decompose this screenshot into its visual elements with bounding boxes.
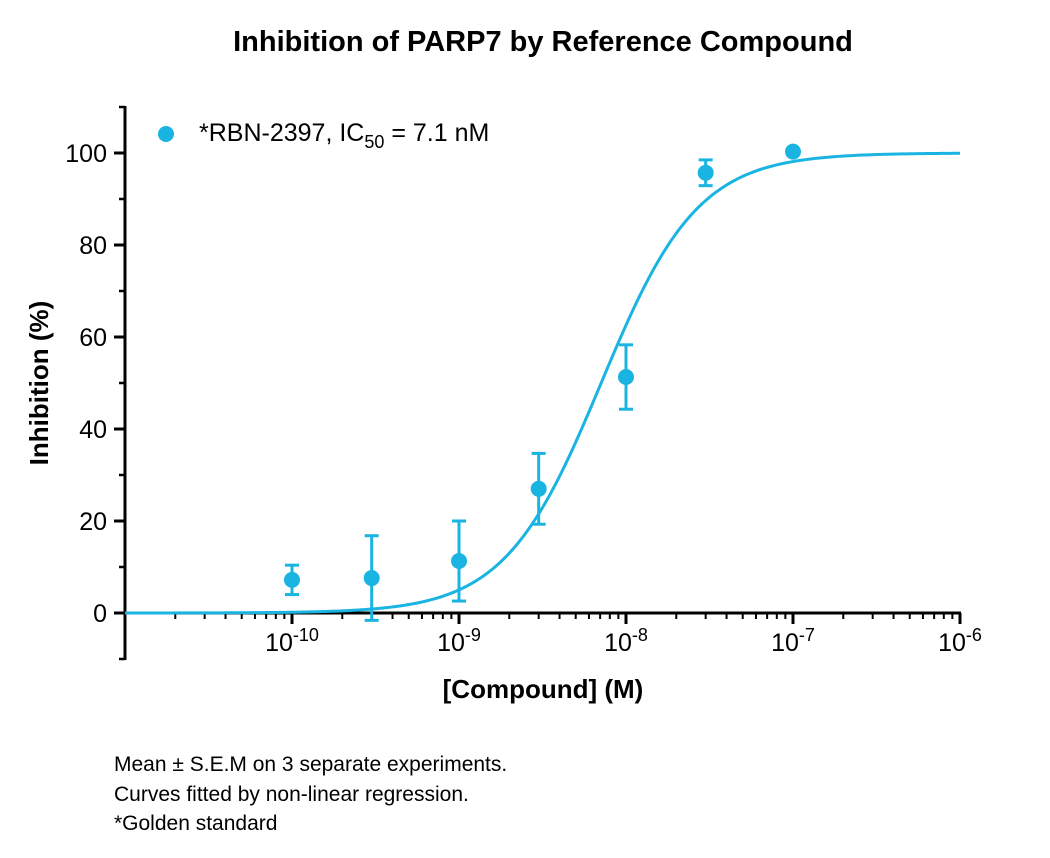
footnote-stats: Mean ± S.E.M on 3 separate experiments. bbox=[114, 753, 508, 776]
data-point bbox=[697, 164, 714, 181]
x-tick-label: 10-10 bbox=[265, 625, 319, 657]
footnote-fit: Curves fitted by non-linear regression. bbox=[114, 782, 469, 806]
data-point-group bbox=[363, 534, 380, 622]
footnote-standard: *Golden standard bbox=[114, 812, 278, 835]
y-tick-label: 60 bbox=[79, 324, 107, 352]
data-point-group bbox=[785, 143, 801, 160]
legend-label: *RBN-2397, IC50 = 7.1 nM bbox=[199, 119, 489, 152]
footnotes: Mean ± S.E.M on 3 separate experiments. … bbox=[114, 750, 507, 839]
data-point bbox=[451, 553, 467, 570]
x-tick-label: 10-9 bbox=[437, 625, 481, 657]
data-point-group bbox=[451, 519, 467, 603]
fit-curve bbox=[124, 151, 961, 615]
chart-title: Inhibition of PARP7 by Reference Compoun… bbox=[233, 26, 853, 58]
y-tick-label: 40 bbox=[79, 416, 107, 444]
y-tick-label: 100 bbox=[65, 140, 107, 168]
x-axis-label: [Compound] (M) bbox=[443, 674, 644, 704]
y-tick-label: 20 bbox=[79, 508, 107, 536]
data-point-group bbox=[284, 563, 300, 597]
chart: Inhibition of PARP7 by Reference Compoun… bbox=[24, 26, 982, 704]
legend: *RBN-2397, IC50 = 7.1 nM bbox=[158, 119, 489, 152]
y-axis-label: Inhibition (%) bbox=[24, 301, 54, 466]
y-tick-label: 80 bbox=[79, 232, 107, 260]
y-tick-label: 0 bbox=[93, 600, 107, 628]
x-tick-label: 10-6 bbox=[938, 625, 982, 657]
axes: 0 20 40 60 80 100 10-10 10-9 10-8 10-7 10-6 bbox=[65, 105, 982, 661]
x-tick-label: 10-7 bbox=[771, 625, 815, 657]
legend-marker bbox=[158, 126, 174, 142]
data-point bbox=[363, 570, 380, 587]
data-point-group bbox=[697, 158, 714, 188]
x-tick-label: 10-8 bbox=[604, 625, 648, 657]
data-point bbox=[785, 143, 801, 160]
data-point bbox=[284, 571, 300, 588]
data-points-layer bbox=[284, 143, 801, 622]
data-point-group bbox=[618, 343, 634, 411]
data-point-group bbox=[530, 451, 547, 526]
data-point bbox=[530, 480, 547, 497]
data-point bbox=[618, 369, 634, 386]
fit-curve-layer bbox=[124, 151, 961, 615]
